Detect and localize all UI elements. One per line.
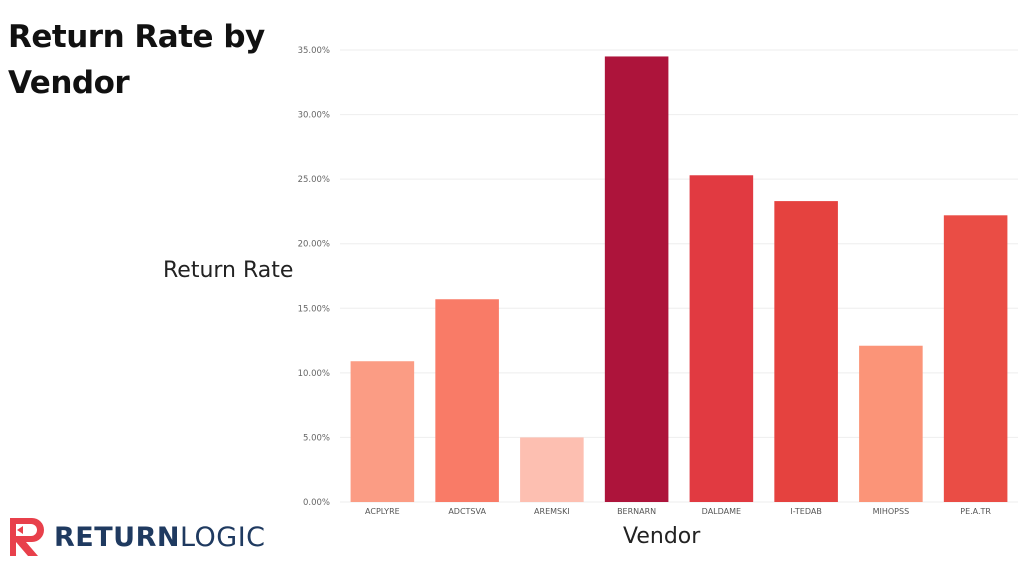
x-axis-label: Vendor <box>623 524 701 549</box>
x-tick-label: ACPLYRE <box>365 507 400 516</box>
x-tick-label: DALDAME <box>702 507 741 516</box>
x-tick-label: I-TEDAB <box>790 507 821 516</box>
bar <box>859 345 923 502</box>
y-tick-label: 5.00% <box>303 433 330 443</box>
y-tick-label: 0.00% <box>303 498 330 508</box>
y-tick-label: 30.00% <box>298 111 330 121</box>
x-tick-label: ADCTSVA <box>448 507 486 516</box>
y-tick-label: 15.00% <box>298 304 330 314</box>
y-tick-label: 35.00% <box>298 46 330 56</box>
brand-name-part1: RETURN <box>54 521 180 553</box>
bar <box>604 56 669 502</box>
chart-title: Return Rate by Vendor <box>8 19 265 101</box>
bar <box>943 215 1008 502</box>
y-tick-label: 10.00% <box>298 369 330 379</box>
y-axis-label: Return Rate <box>163 258 294 283</box>
bar <box>774 201 838 502</box>
returnlogic-logo: RETURNLOGIC <box>6 515 266 559</box>
y-tick-label: 20.00% <box>298 240 330 250</box>
brand-name-part2: LOGIC <box>179 521 266 553</box>
x-tick-label: AREMSKI <box>534 507 570 516</box>
bar <box>435 299 499 502</box>
bar <box>350 361 415 502</box>
x-tick-label: BERNARN <box>617 507 656 516</box>
y-tick-label: 25.00% <box>298 175 330 185</box>
x-tick-label: MIHOPSS <box>873 507 910 516</box>
bar <box>520 437 584 502</box>
bar <box>689 175 754 503</box>
returnlogic-r-icon <box>10 518 44 556</box>
x-tick-label: PE.A.TR <box>960 507 991 516</box>
